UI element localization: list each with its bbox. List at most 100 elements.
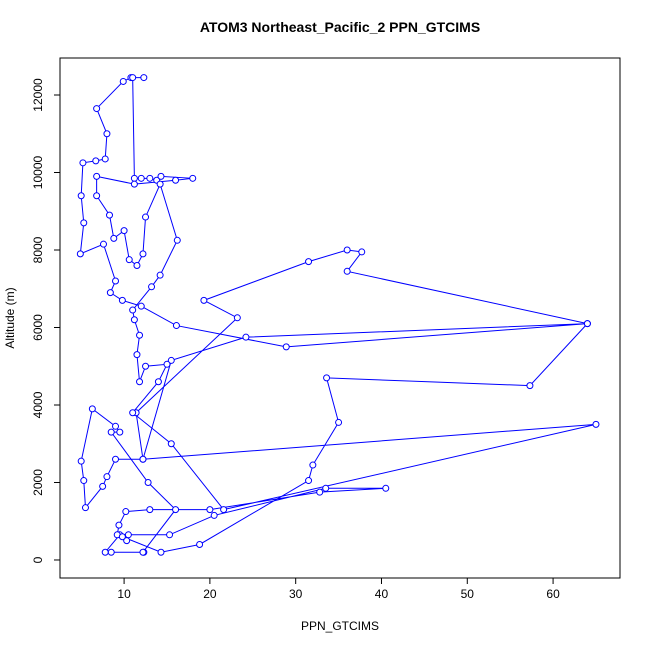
x-tick-label: 20	[203, 587, 217, 601]
data-point	[119, 77, 127, 85]
data-point	[139, 548, 147, 556]
data-point	[173, 236, 181, 244]
data-point	[220, 506, 228, 514]
data-point	[93, 172, 101, 180]
data-point	[157, 548, 165, 556]
y-tick-label: 4000	[31, 391, 45, 418]
data-point	[322, 484, 330, 492]
data-point	[76, 250, 84, 258]
data-point	[129, 74, 137, 82]
data-point	[106, 289, 114, 297]
data-point	[110, 234, 118, 242]
data-point	[305, 258, 313, 266]
data-point	[101, 548, 109, 556]
data-point	[133, 261, 141, 269]
data-point	[88, 405, 96, 413]
data-point	[305, 477, 313, 485]
data-point	[118, 296, 126, 304]
data-point	[156, 180, 164, 188]
data-point	[335, 418, 343, 426]
data-point	[142, 362, 150, 370]
data-point	[130, 180, 138, 188]
y-tick-label: 6000	[31, 314, 45, 341]
data-point	[107, 428, 115, 436]
y-tick-label: 2000	[31, 469, 45, 496]
data-point	[172, 322, 180, 330]
data-point	[142, 213, 150, 221]
data-point	[343, 246, 351, 254]
y-tick-label: 0	[31, 556, 45, 563]
data-point	[130, 316, 138, 324]
data-point	[79, 159, 87, 167]
data-point	[116, 428, 124, 436]
data-point	[80, 219, 88, 227]
data-point	[81, 504, 89, 512]
data-point	[137, 174, 145, 182]
x-tick-label: 10	[117, 587, 131, 601]
data-point	[358, 248, 366, 256]
data-line	[79, 77, 597, 553]
data-point	[125, 256, 133, 264]
data-point	[123, 537, 131, 545]
y-tick-label: 10000	[31, 155, 45, 189]
chart-title: ATOM3 Northeast_Pacific_2 PPN_GTCIMS	[200, 19, 480, 35]
y-tick-label: 8000	[31, 236, 45, 263]
data-point	[210, 511, 218, 519]
x-axis-label: PPN_GTCIMS	[301, 619, 379, 633]
data-point	[118, 533, 126, 541]
data-point	[139, 455, 147, 463]
data-point	[167, 440, 175, 448]
plot-frame	[59, 57, 621, 579]
data-point	[77, 192, 85, 200]
data-point	[189, 174, 197, 182]
data-point	[124, 531, 132, 539]
x-tick-label: 50	[461, 587, 475, 601]
data-point	[172, 176, 180, 184]
data-point	[130, 174, 138, 182]
data-point	[526, 382, 534, 390]
data-point	[172, 506, 180, 514]
data-point	[112, 277, 120, 285]
data-point	[146, 506, 154, 514]
data-point	[93, 105, 101, 113]
data-point	[167, 356, 175, 364]
data-point	[99, 482, 107, 490]
data-point	[154, 378, 162, 386]
data-point	[146, 174, 154, 182]
data-point	[148, 283, 156, 291]
x-tick-label: 40	[375, 587, 389, 601]
data-point	[242, 333, 250, 341]
data-point	[206, 506, 214, 514]
data-point	[106, 211, 114, 219]
data-point	[323, 374, 331, 382]
data-point	[122, 508, 130, 516]
data-point	[316, 488, 324, 496]
data-point	[592, 420, 600, 428]
data-point	[103, 130, 111, 138]
data-point	[120, 227, 128, 235]
data-point	[129, 306, 137, 314]
data-point	[140, 74, 148, 82]
data-point	[382, 484, 390, 492]
data-point	[129, 409, 137, 417]
data-point	[133, 351, 141, 359]
data-point	[282, 343, 290, 351]
data-point	[107, 548, 115, 556]
x-tick-label: 60	[546, 587, 560, 601]
data-point	[136, 331, 144, 339]
data-point	[101, 155, 109, 163]
data-point	[103, 473, 111, 481]
y-axis-label: Altitude (m)	[3, 287, 17, 348]
data-point	[156, 271, 164, 279]
data-point	[137, 302, 145, 310]
data-point	[112, 455, 120, 463]
data-point	[112, 422, 120, 430]
data-point	[136, 378, 144, 386]
data-point	[583, 320, 591, 328]
data-point	[77, 457, 85, 465]
data-point	[115, 521, 123, 529]
data-point	[157, 172, 165, 180]
data-point	[200, 296, 208, 304]
